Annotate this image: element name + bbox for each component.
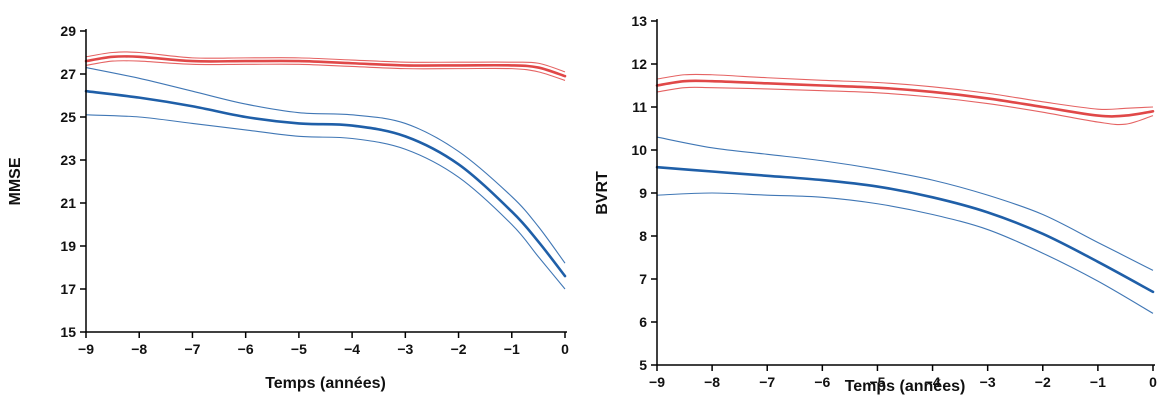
y-tick-label: 29 [60,23,76,39]
x-axis-title: Temps (années) [845,378,966,395]
y-tick-label: 21 [60,195,76,211]
y-tick-label: 11 [632,99,647,115]
y-tick-label: 27 [60,66,76,82]
y-tick-label: 9 [639,185,647,201]
y-tick-label: 13 [631,13,647,29]
x-tick-label: −2 [451,341,467,357]
series-1-upper-bound [85,51,566,73]
x-tick-label: −7 [759,374,775,390]
x-tick-label: −2 [1035,374,1051,390]
x-tick-label: −9 [78,341,94,357]
y-tick-label: 15 [60,324,76,340]
y-tick-label: 12 [631,56,647,72]
x-tick-label: −6 [814,374,830,390]
x-tick-label: −9 [649,374,665,390]
y-tick-label: 6 [639,314,647,330]
series-1-lower-bound [85,60,566,81]
x-tick-label: −3 [980,374,996,390]
chart-mmse: −9 −8 −7 −6 −5 −4 −3 −2 −1 0 15 17 19 21 23 25 27 29 Temps… [7,23,569,392]
y-tick-label: 10 [631,142,647,158]
y-axis-title: MMSE [7,157,24,205]
series-2-upper-bound [656,136,1154,271]
x-tick-label: −5 [291,341,307,357]
x-tick-label: −8 [704,374,720,390]
chart-bvrt: −9 −8 −7 −6 −5 −4 −3 −2 −1 0 5 6 7 8 9 10 11 12 13 Temps (a… [594,13,1157,395]
x-tick-label: −7 [184,341,200,357]
series-1-line [655,79,1155,118]
x-tick-label: 0 [561,341,569,357]
x-tick-label: −6 [238,341,254,357]
y-tick-label: 7 [639,271,647,287]
y-axis-title: BVRT [594,171,611,215]
y-tick-label: 19 [60,238,76,254]
series-1-line [84,54,567,78]
y-tick-label: 17 [60,281,76,297]
series-2-lower-bound [656,192,1154,314]
x-tick-label: −5 [869,374,885,390]
x-tick-label: −1 [1090,374,1106,390]
series-2-upper-bound [85,67,566,264]
series-2-line [655,165,1155,294]
series-1-upper-bound [656,73,1154,111]
series-1-lower-bound [656,86,1154,126]
y-tick-label: 25 [60,109,76,125]
x-tick-label: −4 [344,341,360,357]
y-tick-label: 5 [639,357,647,373]
series-2-lower-bound [85,114,566,290]
x-axis-title: Temps (années) [265,375,386,392]
x-tick-label: −4 [925,374,941,390]
y-tick-label: 8 [639,228,647,244]
series-2-line [84,89,567,278]
x-tick-label: −8 [131,341,147,357]
x-tick-label: −1 [504,341,520,357]
y-tick-label: 23 [60,152,76,168]
x-tick-label: −3 [397,341,413,357]
x-tick-label: 0 [1149,374,1157,390]
